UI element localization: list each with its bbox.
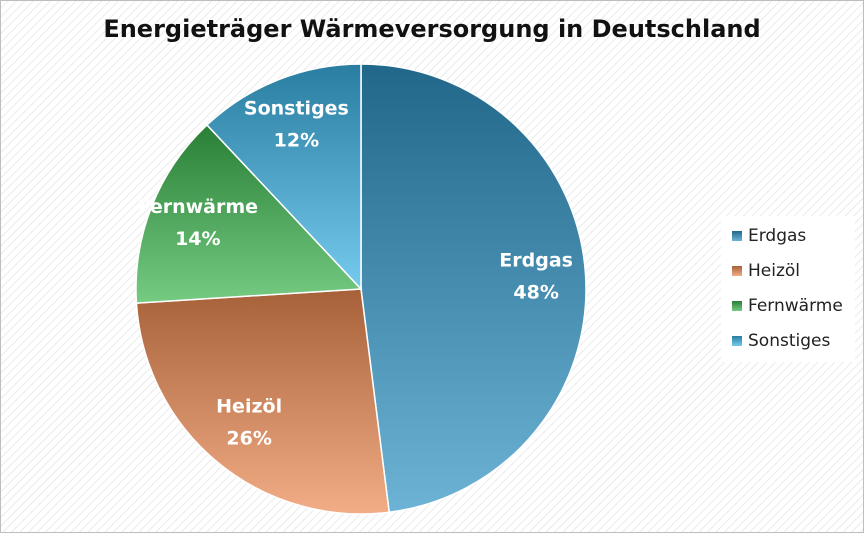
slice-category-label: Fernwärme (138, 196, 258, 218)
pie-slice (360, 63, 587, 514)
legend-swatch (732, 336, 742, 346)
slice-value-label: 14% (175, 228, 220, 250)
slice-value-label: 48% (513, 281, 558, 303)
legend-swatch (732, 231, 742, 241)
pie-slice (135, 123, 363, 304)
slice-category-label: Heizöl (216, 396, 282, 418)
chart-title: Energieträger Wärmeversorgung in Deutsch… (103, 15, 760, 43)
slice-category-label: Erdgas (499, 249, 573, 271)
legend-swatch (732, 266, 742, 276)
legend-label: Erdgas (748, 226, 806, 246)
pie-slice (205, 63, 362, 291)
legend-box (721, 216, 855, 362)
legend-swatch (732, 301, 742, 311)
slice-category-label: Sonstiges (244, 97, 349, 119)
legend-label: Sonstiges (748, 331, 830, 351)
slice-value-label: 26% (226, 428, 271, 450)
slice-value-label: 12% (274, 129, 319, 151)
pie-slice (135, 288, 391, 515)
legend-label: Fernwärme (748, 296, 843, 316)
legend-label: Heizöl (748, 261, 800, 281)
